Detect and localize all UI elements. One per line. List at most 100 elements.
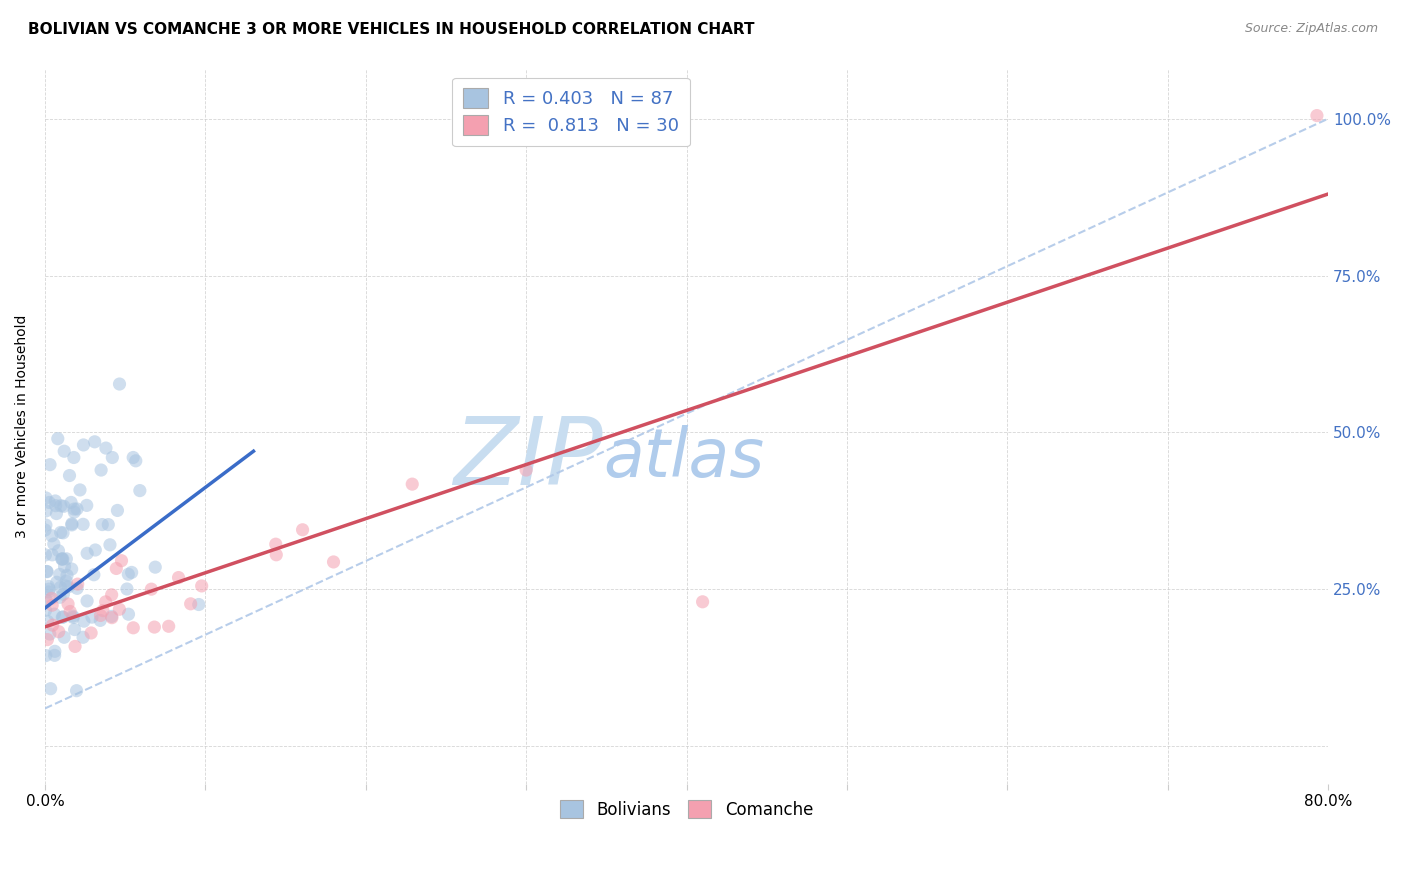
Point (49, 580, 72, 594)
Point (41, 548, 63, 562)
Point (41, 618, 63, 632)
Point (63, 450, 86, 465)
Point (60, 516, 83, 531)
Point (63, 640, 86, 654)
Point (55, 574, 77, 588)
Point (41, 529, 63, 543)
Point (37, 580, 59, 594)
Point (48, 567, 70, 582)
Point (56, 580, 79, 594)
Point (76, 594, 98, 608)
Text: atlas: atlas (603, 425, 765, 491)
Point (72, 517, 94, 532)
Point (80, 626, 103, 640)
Point (76, 499, 98, 513)
Point (35, 648, 58, 663)
Point (35, 518, 58, 533)
Point (97, 517, 120, 532)
Point (94, 441, 117, 455)
Point (45, 575, 67, 590)
Point (264, 548, 287, 562)
Point (101, 450, 124, 465)
Point (39, 458, 62, 472)
Point (72, 438, 94, 452)
Point (44, 648, 66, 663)
Point (322, 555, 344, 569)
Point (58, 468, 80, 483)
Point (48, 543, 70, 558)
Point (56, 597, 79, 611)
Point (157, 619, 180, 633)
Point (59, 605, 82, 619)
Point (107, 503, 129, 517)
Point (38, 585, 60, 599)
Point (60, 517, 83, 532)
Point (44, 644, 66, 658)
Text: ZIP: ZIP (454, 413, 603, 504)
Point (101, 610, 124, 624)
Point (125, 454, 148, 468)
Point (98, 538, 121, 552)
Point (190, 579, 212, 593)
Point (105, 561, 128, 575)
Point (35, 504, 58, 518)
Point (187, 598, 209, 612)
Point (291, 523, 314, 537)
Point (60, 562, 83, 576)
Point (38, 495, 60, 509)
Point (60, 495, 83, 509)
Point (69, 483, 91, 497)
Point (52, 552, 75, 566)
Point (38, 627, 60, 641)
Text: BOLIVIAN VS COMANCHE 3 OR MORE VEHICLES IN HOUSEHOLD CORRELATION CHART: BOLIVIAN VS COMANCHE 3 OR MORE VEHICLES … (28, 22, 755, 37)
Point (56, 568, 79, 582)
Point (91, 517, 114, 532)
Point (73, 614, 96, 628)
Point (63, 502, 86, 516)
Point (117, 607, 139, 622)
Point (89, 608, 111, 623)
Point (65, 683, 87, 698)
Point (37, 565, 59, 579)
Point (83, 567, 105, 582)
Point (66, 582, 89, 596)
Point (39, 681, 62, 696)
Point (34, 548, 56, 562)
Point (1306, 109, 1329, 123)
Point (110, 554, 132, 568)
Point (121, 566, 143, 580)
Point (41, 598, 63, 612)
Point (180, 597, 202, 611)
Point (49, 499, 72, 513)
Point (80, 610, 103, 624)
Point (53, 630, 76, 644)
Point (53, 559, 76, 574)
Point (53, 444, 76, 458)
Point (89, 613, 111, 627)
Point (141, 582, 163, 597)
Point (63, 505, 86, 519)
Point (35, 491, 58, 505)
Point (62, 610, 84, 624)
Point (44, 607, 66, 621)
Point (44, 494, 66, 508)
Point (76, 546, 98, 560)
Text: Source: ZipAtlas.com: Source: ZipAtlas.com (1244, 22, 1378, 36)
Point (108, 377, 131, 392)
Point (122, 621, 145, 635)
Point (90, 463, 112, 477)
Point (167, 570, 190, 584)
Point (91, 604, 114, 618)
Point (51, 610, 73, 624)
Point (100, 588, 122, 602)
Point (55, 551, 77, 566)
Point (264, 537, 287, 551)
Legend: Bolivians, Comanche: Bolivians, Comanche (554, 794, 820, 825)
Point (122, 450, 145, 465)
Point (37, 615, 59, 629)
Point (72, 630, 94, 644)
Point (37, 632, 59, 647)
Point (94, 595, 117, 609)
Point (35, 593, 58, 607)
Point (51, 551, 73, 566)
